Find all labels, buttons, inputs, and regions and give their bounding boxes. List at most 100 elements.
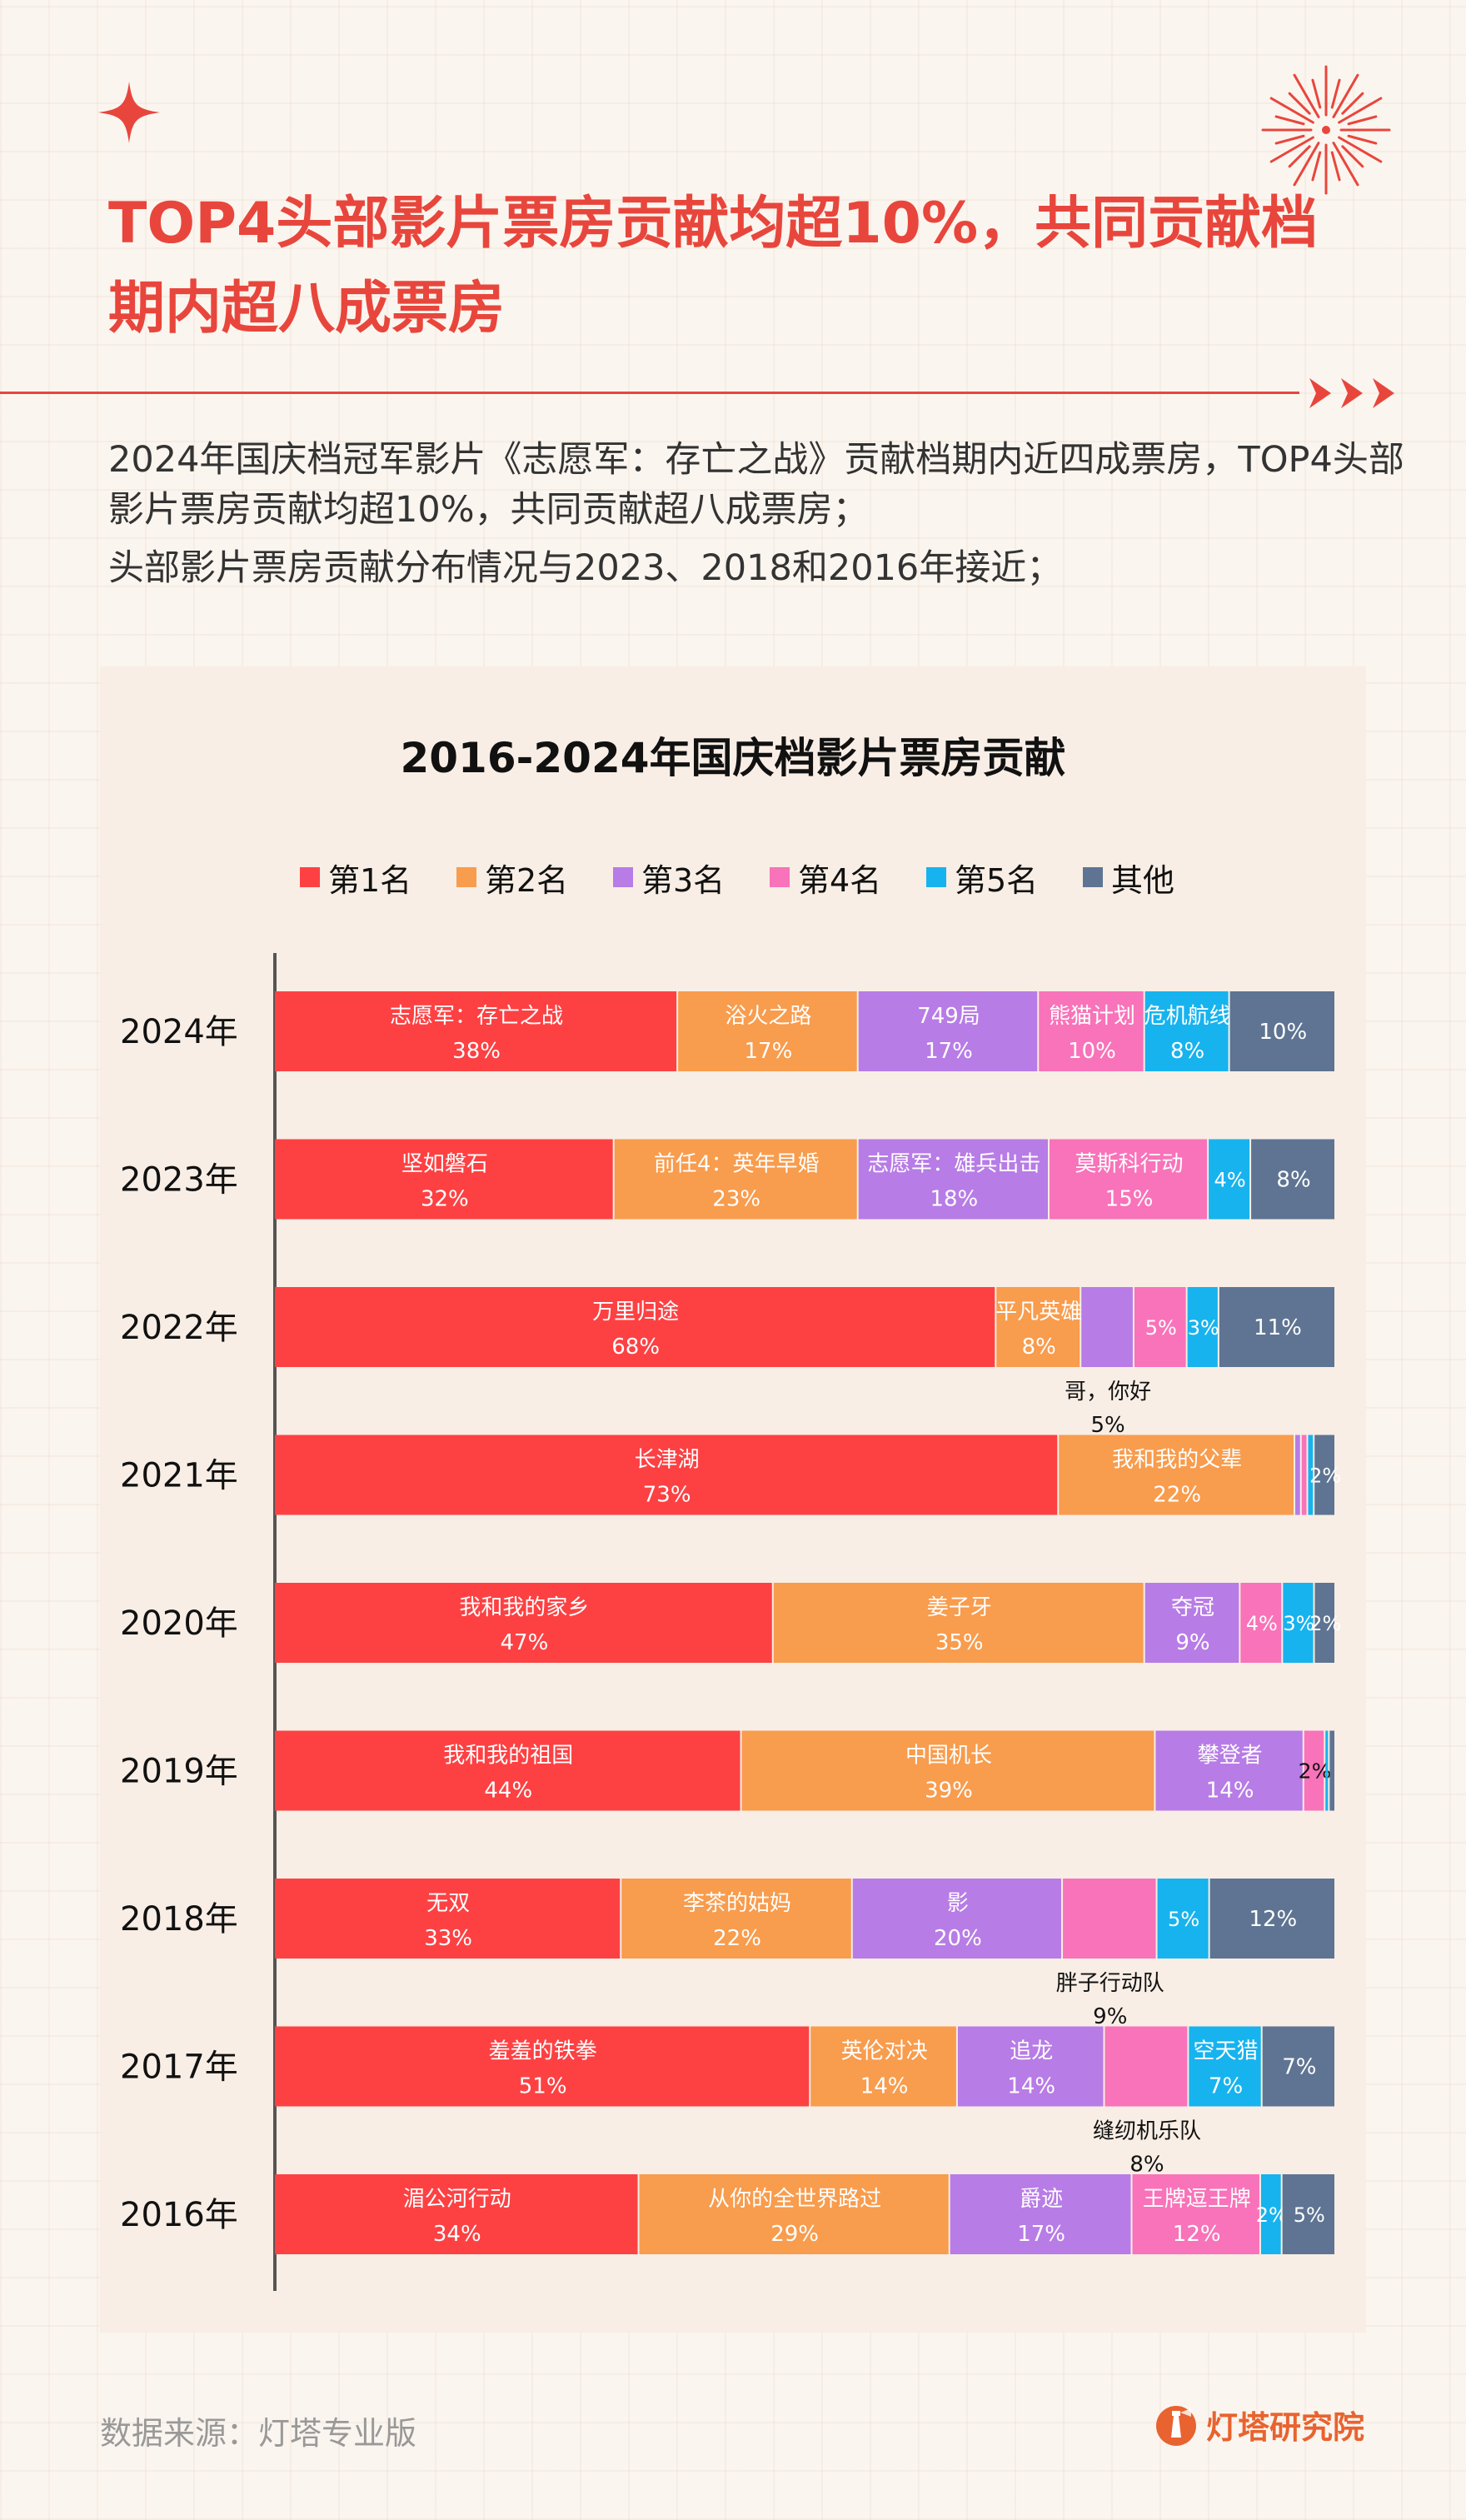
segment-value-label: 9%: [1175, 1630, 1209, 1655]
segment-name-label: 空天猎: [1194, 2039, 1259, 2064]
segment-value-label: 23%: [712, 1187, 760, 1212]
segment-value-label: 29%: [770, 2222, 819, 2247]
stacked-bar-chart: 2024年 志愿军：存亡之战 38% 浴火之路 17% 749局 17% 熊猫计划 10% 危机航…: [120, 953, 1341, 2291]
segment-value-label: 4%: [1214, 1169, 1246, 1192]
bar-segment: [1104, 2026, 1188, 2107]
legend-swatch-rank3: [613, 867, 633, 887]
burst-center: [1322, 126, 1330, 134]
segment-name-label: 我和我的父辈: [1112, 1448, 1242, 1473]
bar-segment: [275, 1730, 740, 1811]
bar-segment: [614, 1139, 857, 1220]
segment-value-label: 14%: [1206, 1779, 1254, 1804]
segment-value-label: 33%: [424, 1926, 472, 1951]
bar-segment: [1240, 1583, 1282, 1663]
burst-ray: [1288, 92, 1311, 115]
segment-value-label: 68%: [611, 1335, 660, 1360]
bar-segment: [1329, 1730, 1334, 1811]
bar-segment: [1301, 1435, 1307, 1515]
burst-ray: [1341, 92, 1364, 115]
segment-value-label: 10%: [1068, 1039, 1116, 1064]
segment-value-label: 9%: [1093, 2004, 1127, 2029]
segment-name-label: 夺冠: [1171, 1595, 1214, 1620]
bar-segment: [1314, 1435, 1334, 1515]
y-tick-label: 2021年: [120, 1457, 238, 1495]
bar-segment: [957, 2026, 1104, 2107]
y-tick-label: 2019年: [120, 1753, 238, 1791]
segment-name-label: 前任4：英年早婚: [654, 1152, 820, 1177]
segment-name-label: 熊猫计划: [1049, 1004, 1135, 1029]
burst-ray: [1332, 73, 1359, 118]
bar-segment: [1229, 991, 1334, 1071]
segment-value-label: 39%: [925, 1779, 973, 1804]
bar-segment: [275, 1287, 995, 1367]
y-tick-label: 2016年: [120, 2196, 238, 2234]
segment-name-label: 缝纫机乐队: [1093, 2119, 1201, 2144]
bar-segment: [275, 2174, 638, 2254]
burst-ray: [1293, 73, 1320, 118]
brand-name: 灯塔研究院: [1206, 2408, 1365, 2446]
segment-name-label: 浴火之路: [725, 1004, 811, 1029]
segment-name-label: 湄公河行动: [403, 2187, 511, 2212]
bar-segment: [1144, 991, 1229, 1071]
bar-segment: [1155, 1730, 1303, 1811]
bar-segment: [950, 2174, 1131, 2254]
legend-item-rank1: 第1名: [300, 856, 411, 899]
segment-name-label: 危机航线: [1144, 1004, 1231, 1029]
bar-segment: [275, 1139, 613, 1220]
bar-segment: [1304, 1730, 1324, 1811]
segment-value-label: 44%: [484, 1779, 532, 1804]
segment-value-label: 18%: [930, 1187, 978, 1212]
segment-value-label: 5%: [1168, 1908, 1199, 1931]
segment-value-label: 5%: [1145, 1316, 1177, 1340]
segment-value-label: 8%: [1129, 2153, 1164, 2178]
triple-arrow-icon: [1309, 378, 1394, 408]
segment-value-label: 12%: [1249, 1907, 1297, 1932]
segment-value-label: 7%: [1282, 2055, 1316, 2080]
bar-segment: [810, 2026, 956, 2107]
bar-segment: [1262, 2026, 1334, 2107]
segment-name-label: 中国机长: [905, 1744, 992, 1769]
brand-logo: 灯塔研究院: [1153, 2399, 1364, 2449]
bar-segment: [1132, 2174, 1259, 2254]
segment-name-label: 无双: [426, 1891, 470, 1916]
bar-segment: [1189, 2026, 1261, 2107]
segment-name-label: 王牌逗王牌: [1143, 2187, 1251, 2212]
bar-segment: [639, 2174, 949, 2254]
segment-value-label: 7%: [1209, 2074, 1243, 2099]
bar-segment: [1314, 1583, 1334, 1663]
y-tick-label: 2024年: [120, 1013, 238, 1051]
segment-value-label: 8%: [1276, 1168, 1310, 1193]
bar-segment: [1039, 991, 1144, 1071]
bar-segment: [1187, 1287, 1218, 1367]
segment-name-label: 志愿军：雄兵出击: [867, 1152, 1040, 1177]
burst-ray: [1330, 151, 1341, 182]
segment-value-label: 3%: [1188, 1316, 1219, 1340]
segment-value-label: 12%: [1173, 2222, 1221, 2247]
burst-ray: [1274, 115, 1305, 126]
chart-card: 2016-2024年国庆档影片票房贡献 第1名 第2名 第3名 第4名 第5名 …: [100, 666, 1366, 2333]
bar-segment: [1283, 1583, 1314, 1663]
burst-ray: [1332, 142, 1359, 187]
burst-ray: [1338, 136, 1383, 163]
segment-name-label: 长津湖: [635, 1448, 700, 1473]
bar-segment: [275, 1879, 621, 1959]
bar-segment: [852, 1879, 1062, 1959]
segment-name-label: 我和我的祖国: [443, 1744, 573, 1769]
segment-value-label: 38%: [452, 1039, 501, 1064]
burst-ray: [1311, 151, 1322, 182]
bar-segment: [858, 991, 1038, 1071]
legend-swatch-rank2: [456, 867, 476, 887]
burst-ray: [1269, 136, 1314, 163]
burst-ray: [1274, 134, 1305, 145]
segment-value-label: 3%: [1283, 1612, 1314, 1635]
data-source: 数据来源：灯塔专业版: [100, 2415, 417, 2452]
bar-segment: [621, 1879, 851, 1959]
y-tick-label: 2023年: [120, 1161, 238, 1200]
bar-segment: [275, 2026, 810, 2107]
lighthouse-logo-icon: [1156, 2406, 1196, 2446]
segment-value-label: 11%: [1254, 1315, 1302, 1340]
burst-ray: [1347, 134, 1378, 145]
segment-name-label: 志愿军：存亡之战: [390, 1004, 563, 1029]
bar-segment: [1157, 1879, 1209, 1959]
legend-label-rank4: 第4名: [798, 861, 882, 899]
